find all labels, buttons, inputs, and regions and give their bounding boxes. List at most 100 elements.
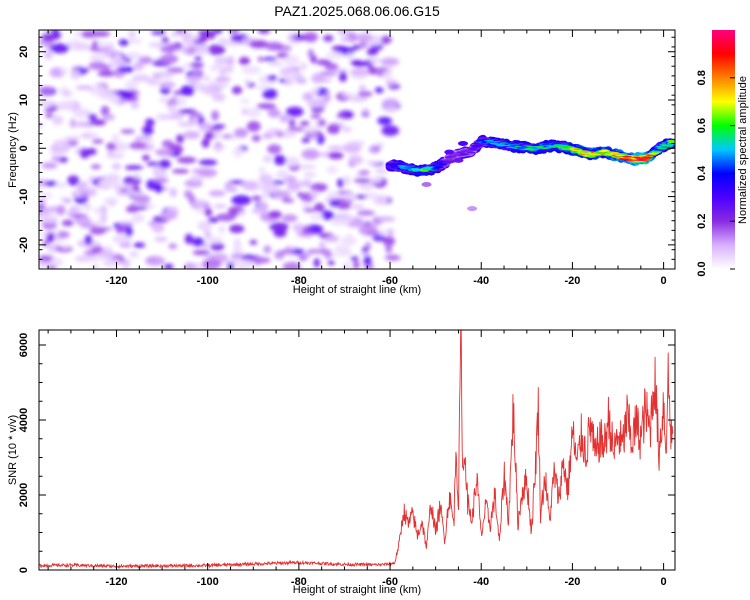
signal-cell <box>657 147 667 150</box>
noise-blob <box>294 72 303 81</box>
noise-blob <box>350 59 362 65</box>
noise-blob <box>84 234 93 246</box>
noise-blob <box>45 112 54 119</box>
noise-blob <box>62 90 73 97</box>
noise-blob <box>215 76 232 82</box>
noise-blob <box>278 78 286 83</box>
noise-blob <box>40 214 59 224</box>
noise-blob <box>159 54 179 64</box>
noise-blob <box>338 71 348 82</box>
noise-blob <box>236 259 256 268</box>
noise-blob <box>152 177 169 184</box>
noise-blob <box>310 113 322 119</box>
signal-cell <box>430 168 440 170</box>
noise-blob <box>269 222 289 232</box>
noise-blob <box>210 242 225 251</box>
noise-blob <box>39 40 46 46</box>
snr-y-ticks: 0 2000 4000 6000 <box>18 333 675 573</box>
signal-cell <box>646 154 656 157</box>
noise-blob <box>361 246 369 253</box>
colorbar: 0.0 0.2 0.4 0.6 0.8 Normalized spectral ampl… <box>696 30 749 277</box>
noise-blob <box>238 210 246 217</box>
signal-cell <box>438 164 448 166</box>
noise-blob <box>201 258 222 269</box>
noise-blob <box>100 105 110 117</box>
noise-blob <box>69 118 76 129</box>
noise-blob <box>380 57 400 67</box>
signal-cell <box>597 152 607 155</box>
signal-cell <box>573 148 583 151</box>
noise-blob <box>310 88 320 95</box>
noise-blob <box>272 180 285 185</box>
noise-blob <box>111 133 120 144</box>
y-tick-label: 0 <box>18 145 30 151</box>
noise-blob <box>204 131 215 140</box>
noise-blob <box>313 258 321 268</box>
colorbar-gradient <box>712 30 735 269</box>
noise-blob <box>355 33 373 42</box>
noise-blob <box>91 264 99 269</box>
noise-blob <box>323 92 331 103</box>
noise-blob <box>159 45 177 53</box>
noise-blob <box>341 126 353 133</box>
noise-blob <box>257 56 264 63</box>
x-tick-label: 0 <box>661 576 667 588</box>
signal-cell <box>406 166 416 168</box>
noise-blob <box>229 224 245 234</box>
x-tick-label: -20 <box>564 576 580 588</box>
noise-blob <box>232 146 244 158</box>
noise-blob <box>41 162 58 169</box>
signal-cell <box>469 149 479 152</box>
noise-blob <box>47 264 57 269</box>
signal-cell <box>615 154 625 157</box>
snr-series-line <box>39 330 674 570</box>
spectrogram-frame <box>38 29 676 270</box>
noise-blob <box>385 242 393 254</box>
x-tick-label: -60 <box>382 275 398 287</box>
noise-blob <box>74 216 92 226</box>
noise-blob <box>177 122 196 127</box>
noise-blob <box>99 249 115 259</box>
noise-blob <box>349 256 359 261</box>
noise-blob <box>369 57 381 64</box>
noise-blob <box>217 37 229 45</box>
noise-blob <box>171 169 190 174</box>
noise-blob <box>337 178 344 188</box>
spectrogram-signal-ridge <box>385 134 675 212</box>
y-tick-label: 4000 <box>18 408 30 432</box>
noise-blob <box>382 70 393 80</box>
noise-blob <box>103 47 117 58</box>
noise-blob <box>377 116 392 126</box>
noise-blob <box>349 96 369 102</box>
x-tick-label: -80 <box>291 275 307 287</box>
noise-blob <box>89 119 107 126</box>
noise-blob <box>362 108 370 114</box>
noise-blob <box>180 35 199 42</box>
x-tick-label: -40 <box>473 576 489 588</box>
noise-blob <box>336 113 346 119</box>
noise-blob <box>257 30 271 34</box>
noise-blob <box>99 212 107 224</box>
noise-blob <box>214 145 226 150</box>
noise-blob <box>286 181 301 192</box>
noise-blob <box>102 113 115 121</box>
x-tick-label: -20 <box>564 275 580 287</box>
noise-blob <box>211 110 220 121</box>
noise-blob <box>214 56 231 65</box>
x-tick-label: -100 <box>197 576 219 588</box>
noise-blob <box>301 137 311 143</box>
noise-blob <box>182 131 201 140</box>
noise-blob <box>372 235 386 242</box>
noise-blob <box>198 159 218 166</box>
noise-blob <box>306 249 325 254</box>
noise-blob <box>49 150 68 155</box>
snr-x-ticks: -120 -100 -80 -60 -40 -20 0 <box>47 330 667 588</box>
noise-blob <box>381 125 400 136</box>
noise-blob <box>92 207 106 214</box>
noise-blob <box>155 113 169 121</box>
signal-cell <box>420 170 430 172</box>
signal-satellite <box>421 182 432 188</box>
noise-blob <box>234 128 249 138</box>
